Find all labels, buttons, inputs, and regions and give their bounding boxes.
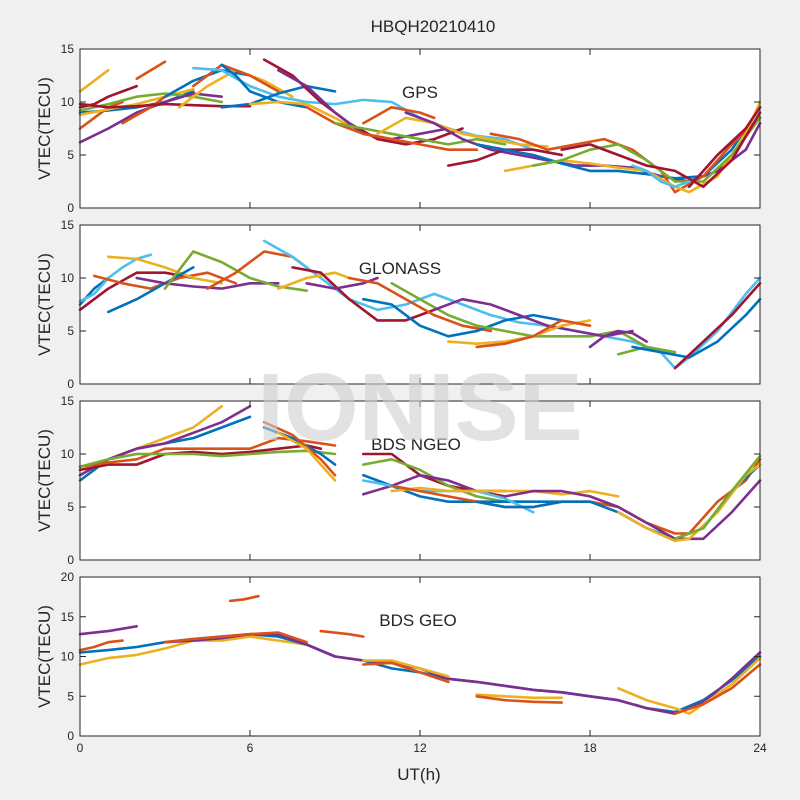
y-tick-label: 15 xyxy=(61,394,75,408)
y-axis-label: VTEC(TECU) xyxy=(35,605,54,708)
y-tick-label: 0 xyxy=(67,729,74,743)
series-line-2-17 xyxy=(503,479,762,541)
y-tick-label: 15 xyxy=(61,42,75,56)
x-tick-label: 6 xyxy=(247,741,254,755)
x-tick-label: 0 xyxy=(77,741,84,755)
y-tick-label: 5 xyxy=(67,324,74,338)
watermark: IONISE xyxy=(257,354,582,461)
y-tick-label: 10 xyxy=(61,447,75,461)
y-tick-label: 20 xyxy=(61,570,75,584)
y-axis-label: VTEC(TECU) xyxy=(35,429,54,532)
series-line-2-8 xyxy=(276,431,337,482)
x-axis-label: UT(h) xyxy=(397,765,440,784)
series-line-1-20 xyxy=(616,345,677,356)
y-tick-label: 10 xyxy=(61,95,75,109)
y-tick-label: 0 xyxy=(67,377,74,391)
series-line-3-9 xyxy=(361,661,450,684)
panel-label: GLONASS xyxy=(359,259,441,278)
y-axis-label: VTEC(TECU) xyxy=(35,253,54,356)
series-line-2-14 xyxy=(390,486,620,498)
series-line-0-22 xyxy=(376,116,549,148)
series-line-3-1 xyxy=(78,639,124,652)
panel-series-group xyxy=(78,58,762,194)
y-tick-label: 15 xyxy=(61,218,75,232)
series-line-0-16 xyxy=(248,100,365,136)
series-line-2-3 xyxy=(78,444,323,472)
y-tick-label: 0 xyxy=(67,553,74,567)
series-line-3-5 xyxy=(163,631,309,644)
series-line-3-7 xyxy=(319,629,365,638)
series-line-0-5 xyxy=(78,92,223,112)
series-line-2-19 xyxy=(673,454,762,541)
panel-plot-area xyxy=(80,577,760,736)
series-line-3-13 xyxy=(673,663,762,716)
panel-series-group xyxy=(78,594,762,716)
series-line-1-22 xyxy=(673,281,762,370)
series-line-0-21 xyxy=(361,106,436,125)
panel-3: 0 6 12 18 24 0 5 10 15 20 VTEC(TECU) BDS GEO xyxy=(35,570,767,755)
x-tick-label: 12 xyxy=(413,741,427,755)
series-line-0-0 xyxy=(78,68,110,93)
y-tick-label: 5 xyxy=(67,689,74,703)
series-line-1-15 xyxy=(390,281,649,349)
series-line-3-10 xyxy=(475,693,564,700)
series-line-1-18 xyxy=(475,319,592,349)
x-tick-label: 24 xyxy=(753,741,767,755)
y-tick-label: 0 xyxy=(67,201,74,215)
series-line-3-8 xyxy=(361,659,450,678)
series-line-1-14 xyxy=(361,297,564,338)
panel-label: BDS GEO xyxy=(379,611,456,630)
panels: 0 5 10 15 VTEC(TECU) GPS 0 5 10 15 VTEC(TECU) GLONA… xyxy=(35,42,767,755)
series-line-2-7 xyxy=(262,420,337,477)
x-tick-label: 18 xyxy=(583,741,597,755)
y-tick-label: 10 xyxy=(61,650,75,664)
series-line-0-26 xyxy=(489,116,762,194)
series-line-0-29 xyxy=(560,111,762,189)
series-line-0-13 xyxy=(192,66,564,157)
panel-1: 0 5 10 15 VTEC(TECU) GLONASS xyxy=(35,218,762,391)
series-line-3-0 xyxy=(78,624,138,636)
series-line-0-28 xyxy=(531,116,762,183)
series-line-1-1 xyxy=(78,253,153,303)
series-line-3-6 xyxy=(228,594,260,603)
panel-plot-area xyxy=(80,49,760,208)
series-line-0-30 xyxy=(631,164,691,189)
y-tick-label: 15 xyxy=(61,610,75,624)
series-line-0-12 xyxy=(192,63,280,93)
y-tick-label: 10 xyxy=(61,271,75,285)
series-line-0-14 xyxy=(220,84,337,109)
series-line-1-16 xyxy=(432,297,634,338)
series-line-0-1 xyxy=(78,100,124,130)
series-line-2-5 xyxy=(78,449,337,469)
series-line-0-20 xyxy=(333,121,507,146)
series-line-0-8 xyxy=(135,60,167,80)
panel-series-group xyxy=(78,404,762,543)
series-line-1-21 xyxy=(631,297,762,359)
panel-series-group xyxy=(78,239,762,370)
series-line-1-4 xyxy=(107,255,223,285)
series-line-1-13 xyxy=(347,276,493,333)
series-line-3-11 xyxy=(475,694,564,704)
panel-2: 0 5 10 15 VTEC(TECU) BDS NGEO xyxy=(35,394,762,567)
figure-title: HBQH20210410 xyxy=(371,17,496,36)
y-tick-label: 5 xyxy=(67,148,74,162)
y-tick-label: 5 xyxy=(67,500,74,514)
panel-label: BDS NGEO xyxy=(371,435,461,454)
panel-label: GPS xyxy=(402,83,438,102)
series-line-1-9 xyxy=(262,239,762,370)
series-line-1-10 xyxy=(276,271,351,290)
series-line-0-31 xyxy=(687,106,762,189)
series-line-3-12 xyxy=(616,656,762,716)
series-line-1-5 xyxy=(107,266,195,314)
panel-0: 0 5 10 15 VTEC(TECU) GPS xyxy=(35,42,762,215)
series-line-1-19 xyxy=(588,329,649,349)
series-line-0-7 xyxy=(121,95,167,125)
y-axis-label: VTEC(TECU) xyxy=(35,77,54,180)
